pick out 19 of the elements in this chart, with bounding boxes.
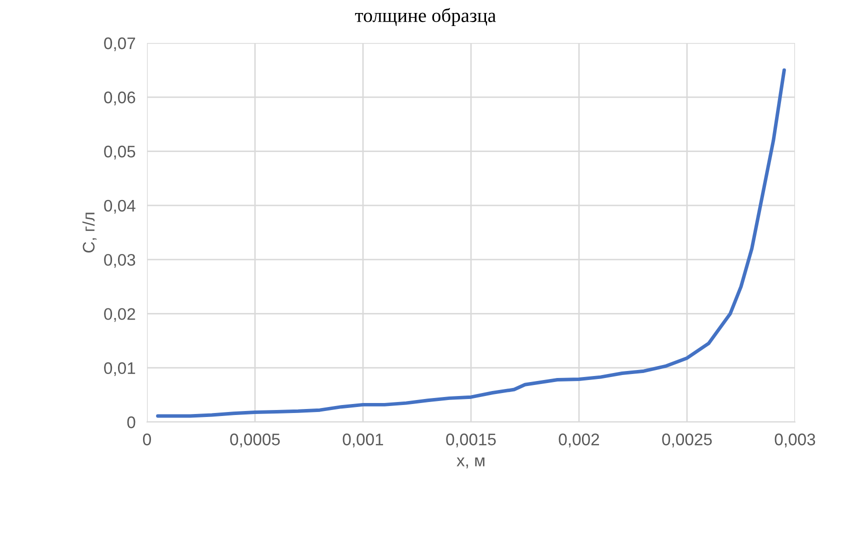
- y-tick-label: 0,04: [104, 200, 136, 214]
- x-tick-label: 0,0005: [230, 434, 280, 448]
- line-series: [156, 68, 786, 418]
- y-tick-label: 0,01: [104, 362, 136, 376]
- x-tick-label: 0,002: [558, 434, 600, 448]
- chart-title: толщине образца: [355, 8, 496, 26]
- y-tick-label: 0,07: [104, 37, 136, 52]
- x-tick-label: 0,003: [774, 434, 816, 448]
- x-tick-label: 0,001: [342, 434, 384, 448]
- x-tick-label: 0,0015: [446, 434, 496, 448]
- y-tick-label: 0,05: [104, 146, 136, 160]
- y-tick-label: 0,06: [104, 92, 136, 106]
- y-axis-title: C, г/л: [82, 212, 97, 253]
- y-tick-label: 0,02: [104, 308, 136, 322]
- x-tick-label: 0,0025: [662, 434, 712, 448]
- y-tick-label: 0,03: [104, 254, 136, 268]
- y-tick-label: 0: [127, 416, 136, 428]
- x-tick-label: 0: [143, 434, 151, 446]
- x-axis-title: x, м: [456, 457, 484, 468]
